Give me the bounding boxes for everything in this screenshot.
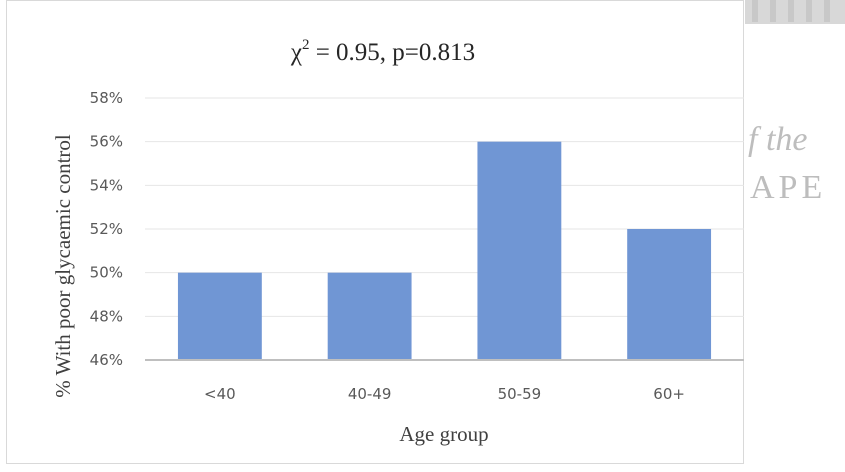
bar-0 — [177, 272, 262, 360]
axes: 46% 48% 50% 52% 54% 56% 58% <40 40-49 50-59 60+ — [90, 89, 744, 403]
chart-title: χ2 = 0.95, p=0.813 — [290, 37, 475, 66]
x-axis-title: Age group — [399, 422, 488, 446]
chart-frame — [6, 0, 744, 464]
y-tick-label: 46% — [90, 351, 123, 369]
bars — [177, 141, 712, 360]
bar-2 — [477, 141, 562, 360]
y-tick-label: 54% — [90, 176, 123, 194]
x-tick-label: 50-59 — [498, 385, 542, 403]
y-axis-title: % With poor glycaemic control — [51, 134, 75, 398]
chart-title-statistics: = 0.95, p=0.813 — [309, 39, 475, 66]
chart-title-chi: χ — [290, 39, 302, 66]
watermark-text-line2: APE — [750, 169, 826, 206]
y-tick-label: 50% — [90, 264, 123, 282]
bar-1 — [327, 272, 412, 360]
y-tick-label: 48% — [90, 307, 123, 325]
y-tick-label: 58% — [90, 89, 123, 107]
bar-3 — [627, 229, 712, 360]
chart-title-superscript: 2 — [302, 37, 310, 53]
y-tick-label: 56% — [90, 133, 123, 151]
x-tick-label: <40 — [204, 385, 236, 403]
watermark-text-line1: f the — [748, 121, 807, 158]
x-tick-label: 40-49 — [348, 385, 392, 403]
y-tick-label: 52% — [90, 220, 123, 238]
x-tick-label: 60+ — [653, 385, 685, 403]
